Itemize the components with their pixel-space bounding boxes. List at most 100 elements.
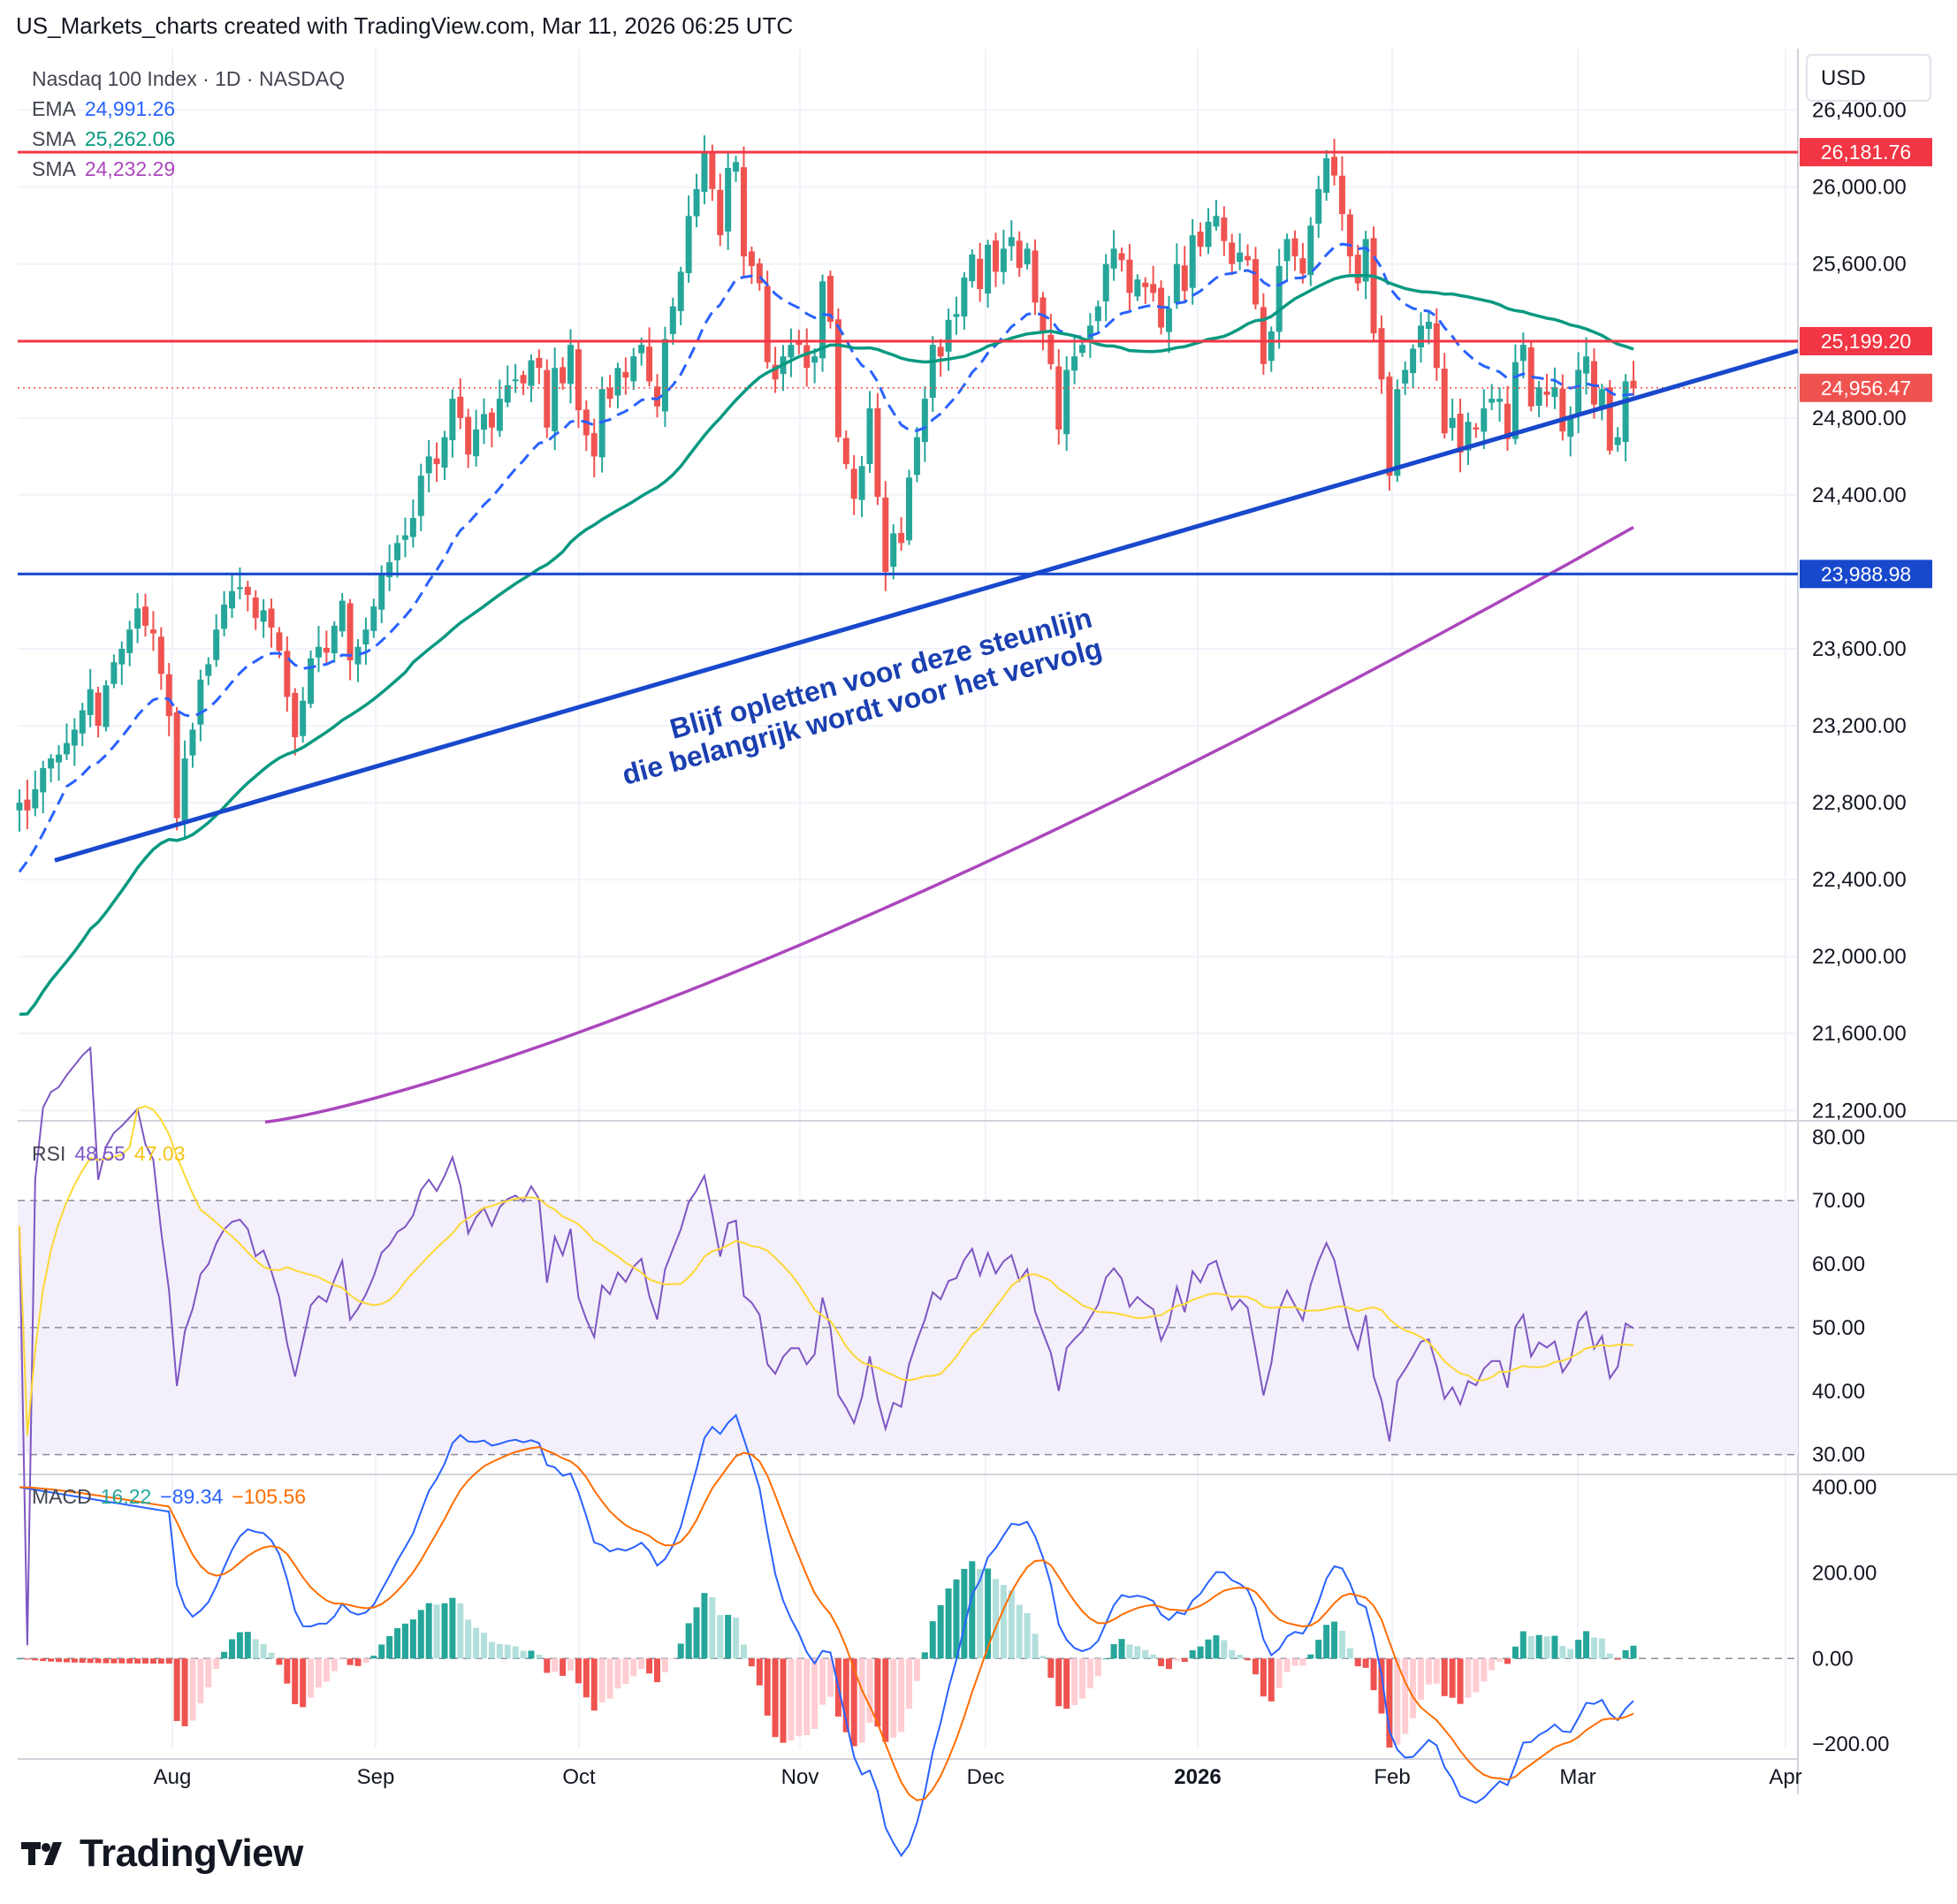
price-tick-label: 26,000.00 — [1812, 176, 1907, 200]
macd-histogram-bar — [1527, 1635, 1534, 1659]
candle-body — [1142, 282, 1149, 287]
candle-body — [1394, 389, 1401, 476]
candle-body — [1465, 422, 1472, 451]
candle-body — [1473, 427, 1480, 430]
macd-histogram-bar — [134, 1658, 141, 1664]
candle-body — [520, 375, 527, 384]
macd-histogram-bar — [1291, 1658, 1298, 1666]
macd-histogram-bar — [1150, 1654, 1157, 1659]
candle-body — [937, 347, 944, 357]
candle-body — [394, 543, 401, 560]
candle-body — [1527, 347, 1534, 407]
macd-histogram-bar — [252, 1639, 259, 1659]
ema-value: 24,991.26 — [84, 97, 176, 120]
rsi-band — [18, 1200, 1798, 1455]
macd-histogram-bar — [953, 1579, 960, 1659]
candle-body — [725, 167, 732, 232]
macd-histogram-bar — [890, 1658, 897, 1738]
time-tick-label: Apr — [1769, 1765, 1801, 1789]
macd-histogram-bar — [842, 1658, 849, 1733]
macd-histogram-bar — [48, 1658, 55, 1662]
macd-histogram-bar — [40, 1658, 47, 1662]
macd-histogram-bar — [1551, 1635, 1558, 1659]
macd-histogram-bar — [1402, 1658, 1409, 1734]
macd-histogram-bar — [1362, 1658, 1369, 1668]
macd-histogram-bar — [646, 1658, 653, 1674]
candle-body — [560, 367, 567, 384]
macd-line — [19, 1413, 1634, 1858]
macd-histogram-bar — [1354, 1658, 1361, 1667]
candle-body — [1165, 308, 1172, 332]
macd-histogram-bar — [921, 1652, 928, 1659]
macd-histogram-bar — [339, 1658, 346, 1660]
candle-body — [1370, 238, 1377, 334]
macd-histogram-bar — [417, 1610, 424, 1659]
macd-line-value: −89.34 — [160, 1485, 224, 1508]
ema-line — [18, 242, 1634, 873]
macd-histogram-bar — [528, 1650, 535, 1659]
macd-histogram-bar — [79, 1658, 86, 1664]
macd-histogram-bar — [292, 1658, 299, 1704]
candle-body — [1032, 250, 1039, 303]
macd-histogram-bar — [1252, 1658, 1259, 1675]
candle-body — [1583, 356, 1590, 374]
candle-body — [1299, 258, 1306, 274]
macd-histogram-bar — [1622, 1649, 1629, 1659]
price-tick-label: 23,200.00 — [1812, 714, 1907, 738]
candle-body — [126, 629, 133, 653]
level-price-label: 26,181.76 — [1821, 141, 1911, 164]
macd-histogram-bar — [819, 1658, 826, 1705]
candle-body — [898, 532, 905, 544]
tradingview-logo[interactable]: TradingView — [21, 1832, 303, 1876]
candle-body — [1338, 175, 1345, 215]
price-tick-label: 23,600.00 — [1812, 637, 1907, 661]
rsi-line — [19, 1046, 1634, 1646]
candle-body — [457, 396, 464, 418]
candle-body — [528, 360, 535, 386]
macd-histogram-bar — [1630, 1645, 1637, 1659]
candle-body — [1126, 259, 1133, 293]
rsi-ma-value: 47.03 — [133, 1142, 186, 1165]
candle-body — [260, 610, 267, 622]
macd-histogram-bar — [733, 1617, 740, 1659]
macd-histogram-bar — [1606, 1653, 1613, 1659]
candle-body — [1086, 325, 1093, 340]
candle-body — [1252, 259, 1259, 305]
candle-body — [630, 356, 637, 382]
rsi-tick-label: 40.00 — [1812, 1380, 1865, 1404]
macd-histogram-bar — [205, 1658, 212, 1688]
macd-histogram-bar — [1039, 1656, 1047, 1659]
macd-histogram-bar — [583, 1658, 590, 1698]
macd-histogram-bar — [913, 1658, 920, 1681]
macd-histogram-bar — [1307, 1654, 1314, 1659]
candle-body — [1275, 265, 1283, 332]
candle-body — [536, 357, 543, 369]
candle-body — [1008, 237, 1015, 247]
macd-histogram-bar — [606, 1658, 613, 1699]
macd-tick-label: 0.00 — [1812, 1647, 1854, 1671]
candle-body — [1063, 369, 1070, 435]
macd-histogram-bar — [826, 1658, 834, 1697]
macd-histogram-bar — [24, 1658, 31, 1660]
macd-label: MACD — [32, 1485, 92, 1508]
macd-histogram-bar — [575, 1658, 582, 1684]
price-tick-label: 24,800.00 — [1812, 407, 1907, 430]
macd-histogram-bar — [95, 1658, 102, 1664]
candle-body — [370, 606, 377, 631]
macd-histogram-bar — [756, 1658, 763, 1686]
candle-body — [504, 385, 511, 403]
macd-histogram-bar — [717, 1615, 724, 1659]
macd-histogram-bar — [709, 1596, 716, 1659]
macd-histogram-bar — [945, 1588, 952, 1659]
candle-body — [346, 603, 354, 661]
candle-body — [1260, 307, 1267, 364]
macd-histogram-bar — [788, 1658, 795, 1741]
candle-body — [1331, 156, 1338, 176]
macd-histogram-bar — [1449, 1658, 1456, 1698]
macd-histogram-bar — [362, 1658, 369, 1664]
candle-body — [850, 468, 857, 499]
candle-body — [1457, 414, 1464, 453]
candle-body — [386, 562, 393, 578]
candle-body — [1489, 399, 1496, 403]
